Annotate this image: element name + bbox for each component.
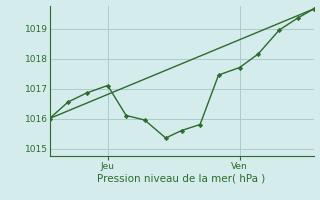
X-axis label: Pression niveau de la mer( hPa ): Pression niveau de la mer( hPa ) [98,173,266,183]
